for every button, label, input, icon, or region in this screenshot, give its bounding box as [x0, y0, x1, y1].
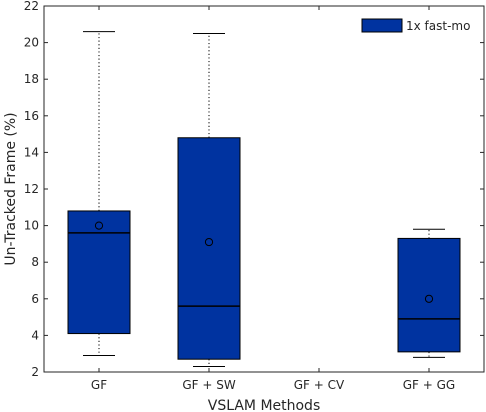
y-tick-label: 20: [24, 36, 39, 50]
y-tick-label: 16: [24, 109, 39, 123]
box-iqr: [177, 137, 241, 360]
x-tick-label: GF + GG: [403, 378, 455, 392]
mean-marker: [424, 294, 434, 303]
y-tick-label: 10: [24, 219, 39, 233]
y-tick-label: 14: [24, 145, 39, 159]
legend-swatch: [361, 18, 403, 33]
box-iqr: [67, 210, 131, 335]
x-tick-label: GF: [91, 378, 107, 392]
y-tick-label: 2: [31, 365, 39, 379]
y-tick-label: 12: [24, 182, 39, 196]
x-tick-label: GF + SW: [182, 378, 236, 392]
boxes-layer: [67, 31, 461, 368]
x-tick-label: GF + CV: [294, 378, 345, 392]
legend-label: 1x fast-mo: [406, 19, 470, 33]
y-axis-ticks: 2 4 6 8 10 12 14 16 18 20 22: [24, 0, 484, 379]
box-4: [397, 228, 461, 358]
y-tick-label: 4: [31, 328, 39, 342]
y-tick-label: 8: [31, 255, 39, 269]
x-axis-label: VSLAM Methods: [208, 398, 321, 412]
box-1: [67, 31, 131, 357]
mean-marker: [94, 221, 104, 230]
mean-marker: [204, 237, 214, 247]
box-2: [177, 32, 241, 368]
y-tick-label: 22: [24, 0, 39, 13]
y-axis-label: Un-Tracked Frame (%): [3, 112, 19, 265]
y-tick-label: 6: [31, 292, 39, 306]
x-axis-ticks: GF GF + SW GF + CV GF + GG: [91, 6, 455, 392]
legend: 1x fast-mo: [361, 18, 470, 33]
y-tick-label: 18: [24, 72, 39, 86]
